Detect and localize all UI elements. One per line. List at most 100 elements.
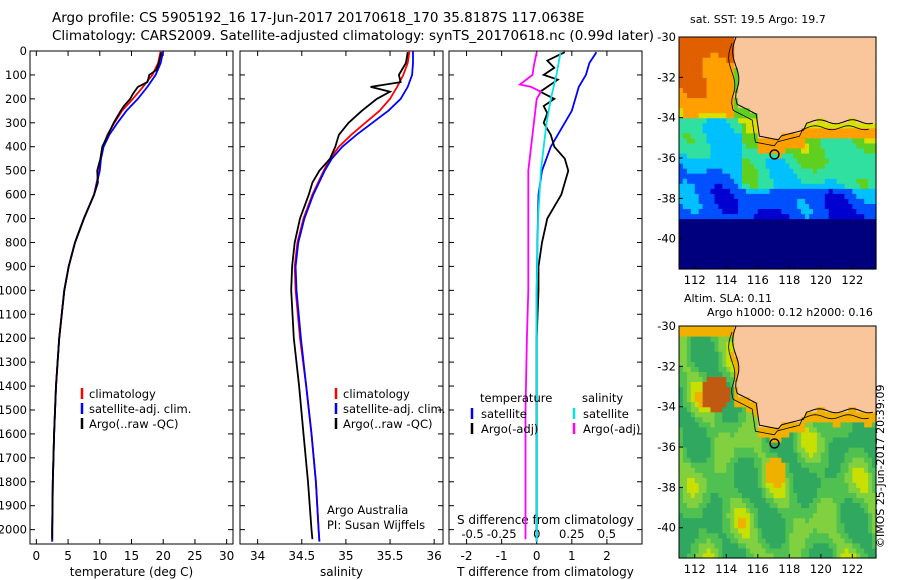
map-cell xyxy=(730,228,735,235)
map-cell xyxy=(777,132,782,139)
map-cell xyxy=(698,132,704,139)
map-cell xyxy=(730,356,735,362)
map-cell xyxy=(793,457,798,463)
map-cell xyxy=(809,361,814,367)
map-cell xyxy=(694,238,700,245)
map-cell xyxy=(773,163,779,169)
map-cell xyxy=(793,87,798,93)
map-cell xyxy=(686,437,692,443)
map-cell xyxy=(742,92,747,99)
map-cell xyxy=(809,62,814,68)
map-cell xyxy=(757,153,763,159)
map-cell xyxy=(714,223,719,230)
map-cell xyxy=(816,512,822,519)
map-cell xyxy=(698,401,704,408)
map-cell xyxy=(828,366,834,372)
map-cell xyxy=(805,502,810,509)
map-cell xyxy=(836,47,842,53)
map-cell xyxy=(734,401,739,408)
map-cell xyxy=(840,258,845,265)
map-cell xyxy=(706,406,712,413)
map-x-tick-label: 118 xyxy=(778,562,800,576)
map-cell xyxy=(781,386,786,393)
map-cell xyxy=(781,351,786,357)
map-cell xyxy=(694,188,700,194)
map-cell xyxy=(828,213,834,220)
map-cell xyxy=(777,391,782,398)
map-cell xyxy=(801,208,806,215)
map-cell xyxy=(718,107,723,114)
map-cell xyxy=(848,248,853,255)
map-cell xyxy=(679,391,684,398)
map-cell xyxy=(840,442,845,448)
map-cell xyxy=(820,183,826,189)
map-cell xyxy=(694,457,700,463)
map-y-tick-label: -38 xyxy=(657,480,676,494)
map-cell xyxy=(742,356,747,362)
legend-title: temperature xyxy=(480,391,552,405)
map-cell xyxy=(832,107,838,114)
map-cell xyxy=(809,527,814,534)
map-cell xyxy=(785,341,790,347)
map-cell xyxy=(844,442,849,448)
map-cell xyxy=(722,356,727,362)
map-cell xyxy=(730,193,735,199)
map-cell xyxy=(679,452,684,458)
map-cell xyxy=(809,547,814,554)
map-cell xyxy=(852,208,857,215)
map-cell xyxy=(742,178,747,184)
map-cell xyxy=(797,366,802,372)
map-cell xyxy=(694,416,700,423)
map-cell xyxy=(832,411,838,418)
map-cell xyxy=(757,426,763,433)
map-cell xyxy=(785,406,790,413)
map-cell xyxy=(761,193,767,199)
map-cell xyxy=(746,487,751,493)
map-cell xyxy=(726,361,731,367)
map-cell xyxy=(848,376,853,382)
map-cell xyxy=(722,492,727,498)
map-cell xyxy=(682,253,688,260)
map-cell xyxy=(738,132,743,139)
map-cell xyxy=(824,487,830,493)
map-cell xyxy=(686,223,692,230)
map-cell xyxy=(868,258,873,265)
map-cell xyxy=(706,346,712,352)
map-cell xyxy=(872,42,877,48)
map-cell xyxy=(742,487,747,493)
map-cell xyxy=(706,142,712,149)
map-cell xyxy=(852,391,857,398)
map-cell xyxy=(765,132,771,139)
map-cell xyxy=(805,158,810,164)
map-cell xyxy=(832,401,838,408)
map-cell xyxy=(848,158,853,164)
map-cell xyxy=(836,437,842,443)
map-cell xyxy=(828,386,834,393)
map-cell xyxy=(856,168,861,174)
map-cell xyxy=(824,416,830,423)
map-cell xyxy=(753,87,759,93)
map-cell xyxy=(816,416,822,423)
map-cell xyxy=(714,193,719,199)
map-cell xyxy=(860,497,865,504)
map-cell xyxy=(746,173,751,179)
map-cell xyxy=(746,82,751,88)
map-cell xyxy=(832,153,838,159)
map-cell xyxy=(710,326,715,332)
map-cell xyxy=(864,248,869,255)
map-cell xyxy=(816,462,822,468)
map-cell xyxy=(746,208,751,215)
map-cell xyxy=(836,127,842,134)
map-cell xyxy=(777,361,782,367)
map-cell xyxy=(809,148,814,154)
map-cell xyxy=(718,457,723,463)
map-cell xyxy=(682,148,688,154)
map-cell xyxy=(824,92,830,99)
map-cell xyxy=(813,208,818,215)
map-cell xyxy=(698,437,704,443)
map-x-tick-label: 122 xyxy=(841,273,863,287)
map-cell xyxy=(749,512,755,519)
map-cell xyxy=(824,168,830,174)
map-cell xyxy=(749,416,755,423)
map-cell xyxy=(726,248,731,255)
